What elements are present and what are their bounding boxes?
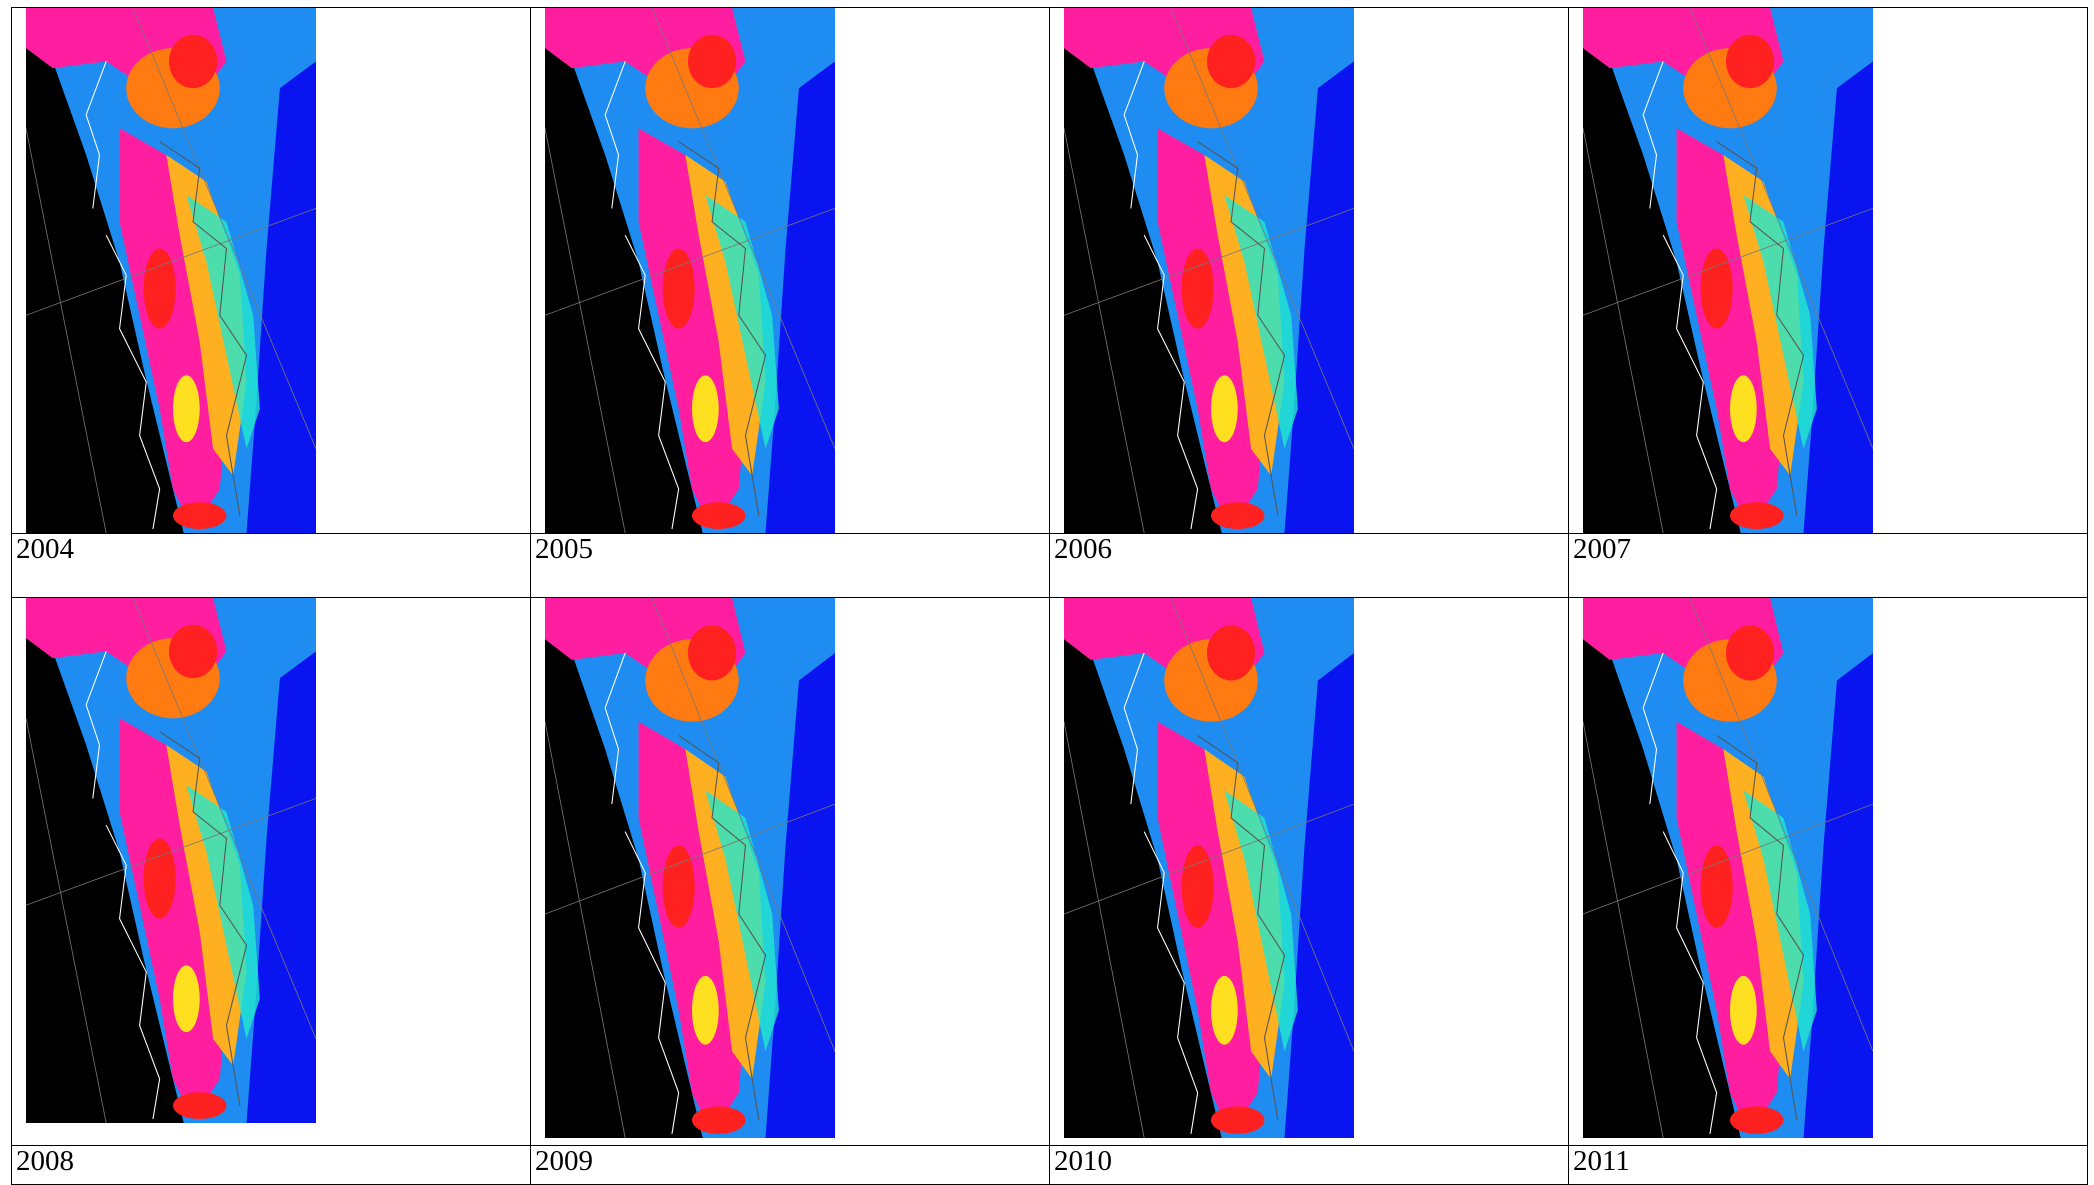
label-row: 2004 2005 2006 2007 — [12, 534, 2088, 598]
image-cell — [531, 598, 1050, 1146]
image-cell — [1050, 8, 1569, 534]
image-row — [12, 598, 2088, 1146]
map-image — [1583, 598, 1873, 1138]
image-cell — [531, 8, 1050, 534]
year-label: 2010 — [1050, 1146, 1569, 1185]
map-image — [26, 598, 316, 1123]
year-label: 2004 — [12, 534, 531, 598]
map-image — [1583, 8, 1873, 533]
year-label: 2005 — [531, 534, 1050, 598]
year-label: 2011 — [1569, 1146, 2088, 1185]
figure-table: 2004 2005 2006 2007 2008 2009 2010 2011 — [11, 7, 2088, 1185]
map-image — [1064, 598, 1354, 1138]
image-cell — [1569, 598, 2088, 1146]
map-image — [545, 598, 835, 1138]
image-cell — [1569, 8, 2088, 534]
image-cell — [12, 8, 531, 534]
map-image — [26, 8, 316, 533]
image-cell — [12, 598, 531, 1146]
map-image — [545, 8, 835, 533]
year-label: 2006 — [1050, 534, 1569, 598]
year-label: 2007 — [1569, 534, 2088, 598]
year-label: 2008 — [12, 1146, 531, 1185]
map-image — [1064, 8, 1354, 533]
image-row — [12, 8, 2088, 534]
image-cell — [1050, 598, 1569, 1146]
label-row: 2008 2009 2010 2011 — [12, 1146, 2088, 1185]
year-label: 2009 — [531, 1146, 1050, 1185]
page: 2004 2005 2006 2007 2008 2009 2010 2011 … — [0, 0, 2094, 1182]
